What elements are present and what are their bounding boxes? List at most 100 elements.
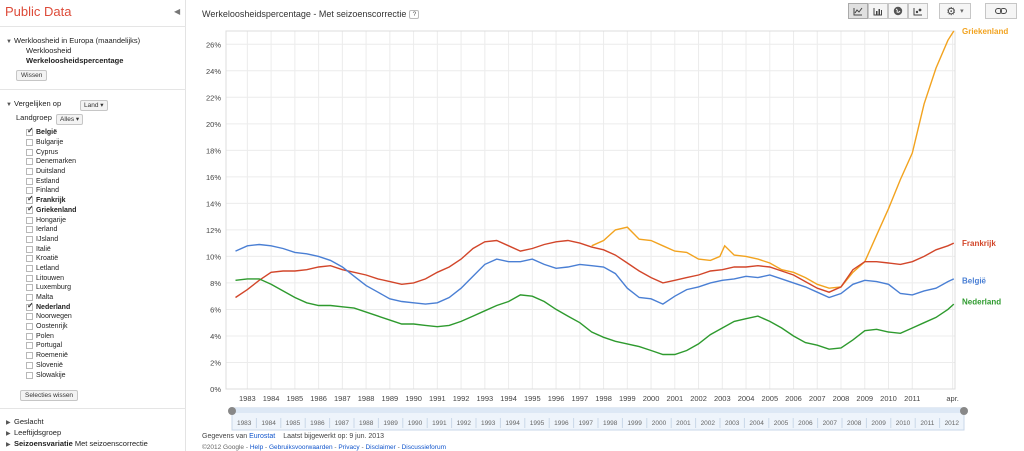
checkbox[interactable] bbox=[26, 226, 33, 234]
checkbox[interactable] bbox=[26, 216, 33, 224]
series-label[interactable]: België bbox=[962, 276, 987, 285]
country-item[interactable]: Hongarije bbox=[26, 215, 176, 225]
checkbox[interactable] bbox=[26, 371, 33, 379]
country-item[interactable]: Letland bbox=[26, 264, 176, 274]
checkbox[interactable] bbox=[26, 284, 33, 292]
group-dropdown[interactable]: Alles ▾ bbox=[56, 114, 84, 125]
filter-gender[interactable]: ▶ Geslacht bbox=[6, 417, 44, 428]
timeline-label: 1993 bbox=[481, 420, 496, 427]
country-item[interactable]: Nederland bbox=[26, 301, 176, 312]
map-button[interactable] bbox=[888, 3, 908, 19]
country-item[interactable]: Slovenië bbox=[26, 361, 176, 371]
country-item[interactable]: Cyprus bbox=[26, 147, 176, 157]
checkbox[interactable] bbox=[26, 264, 33, 272]
bar-chart-button[interactable] bbox=[868, 3, 888, 19]
checkbox[interactable] bbox=[26, 313, 33, 321]
series-label[interactable]: Frankrijk bbox=[962, 239, 996, 248]
timeline-label: 2004 bbox=[749, 420, 764, 427]
checkbox[interactable] bbox=[26, 245, 33, 253]
selected-metric[interactable]: Werkeloosheidspercentage bbox=[26, 56, 124, 65]
country-item[interactable]: Roemenië bbox=[26, 351, 176, 361]
checkbox[interactable] bbox=[26, 342, 33, 350]
compare-dropdown[interactable]: Land ▾ bbox=[80, 100, 108, 111]
series-line-belgië[interactable] bbox=[235, 243, 955, 305]
forum-link[interactable]: Discussieforum bbox=[401, 444, 446, 451]
bubble-chart-button[interactable] bbox=[908, 3, 928, 19]
settings-button[interactable]: ⚙ ▾ bbox=[939, 3, 971, 19]
checkbox-checked[interactable] bbox=[26, 126, 34, 137]
timeline-end-handle[interactable] bbox=[960, 407, 968, 415]
checkbox[interactable] bbox=[26, 168, 33, 176]
checkbox[interactable] bbox=[26, 158, 33, 166]
gear-icon: ⚙ bbox=[946, 5, 957, 18]
bubble-chart-icon bbox=[913, 7, 922, 15]
x-tick-label: 1999 bbox=[619, 394, 636, 403]
collapse-sidebar-icon[interactable]: ◀ bbox=[174, 7, 181, 16]
country-item[interactable]: Bulgarije bbox=[26, 138, 176, 148]
privacy-link[interactable]: Privacy bbox=[338, 444, 360, 451]
help-link[interactable]: Help bbox=[249, 444, 264, 451]
checkbox[interactable] bbox=[26, 139, 33, 147]
x-tick-label: 1987 bbox=[334, 394, 351, 403]
country-item[interactable]: België bbox=[26, 126, 176, 138]
country-item[interactable]: Estland bbox=[26, 176, 176, 186]
brand-logo[interactable]: Public Data bbox=[5, 4, 72, 19]
disclaimer-link[interactable]: Disclaimer bbox=[365, 444, 396, 451]
checkbox[interactable] bbox=[26, 177, 33, 185]
y-tick-label: 2% bbox=[210, 358, 221, 367]
checkbox[interactable] bbox=[26, 235, 33, 243]
country-item[interactable]: Duitsland bbox=[26, 167, 176, 177]
country-label: Ierland bbox=[36, 226, 58, 234]
compare-toggle[interactable]: ▼ Vergelijken op bbox=[6, 99, 61, 110]
filter-label: Seizoensvariatie bbox=[14, 439, 73, 448]
eurostat-link[interactable]: Eurostat bbox=[249, 433, 276, 440]
metric-label[interactable]: Werkloosheid bbox=[26, 46, 72, 55]
dataset-toggle[interactable]: ▼ Werkloosheid in Europa (maandelijks) bbox=[6, 36, 140, 47]
country-item[interactable]: Oostenrijk bbox=[26, 322, 176, 332]
clear-selection-button[interactable]: Selecties wissen bbox=[20, 390, 79, 401]
country-label: Duitsland bbox=[36, 168, 66, 176]
country-item[interactable]: Italië bbox=[26, 244, 176, 254]
series-label[interactable]: Nederland bbox=[962, 297, 1001, 306]
help-icon[interactable]: ? bbox=[409, 10, 420, 19]
checkbox[interactable] bbox=[26, 361, 33, 369]
checkbox[interactable] bbox=[26, 255, 33, 263]
link-button[interactable] bbox=[985, 3, 1017, 19]
checkbox[interactable] bbox=[26, 352, 33, 360]
x-tick-label: 1991 bbox=[429, 394, 446, 403]
country-item[interactable]: Slowakije bbox=[26, 370, 176, 380]
clear-dataset-button[interactable]: Wissen bbox=[16, 70, 48, 81]
timeline-label: 1986 bbox=[310, 420, 325, 427]
filter-seasonal[interactable]: ▶ Seizoensvariatie Met seizoenscorrectie bbox=[6, 439, 148, 450]
series-label[interactable]: Griekenland bbox=[962, 27, 1008, 36]
terms-link[interactable]: Gebruiksvoorwaarden bbox=[268, 444, 333, 451]
checkbox[interactable] bbox=[26, 148, 33, 156]
series-line-frankrijk[interactable] bbox=[235, 239, 955, 299]
checkbox[interactable] bbox=[26, 274, 33, 282]
country-item[interactable]: IJsland bbox=[26, 235, 176, 245]
checkbox-checked[interactable] bbox=[26, 204, 34, 214]
country-item[interactable]: Denemarken bbox=[26, 157, 176, 167]
x-tick-label: 2010 bbox=[880, 394, 897, 403]
country-label: Frankrijk bbox=[36, 197, 66, 205]
filter-age-group[interactable]: ▶ Leeftijdsgroep bbox=[6, 428, 61, 439]
x-tick-label: 1986 bbox=[310, 394, 327, 403]
checkbox-checked[interactable] bbox=[26, 301, 34, 311]
line-chart-button[interactable] bbox=[848, 3, 868, 19]
series-line-griekenland[interactable] bbox=[591, 30, 955, 289]
series-line-nederland[interactable] bbox=[235, 278, 955, 356]
checkbox[interactable] bbox=[26, 332, 33, 340]
country-item[interactable]: Portugal bbox=[26, 341, 176, 351]
country-item[interactable]: Polen bbox=[26, 331, 176, 341]
country-item[interactable]: Griekenland bbox=[26, 204, 176, 216]
timeline-start-handle[interactable] bbox=[228, 407, 236, 415]
checkbox[interactable] bbox=[26, 323, 33, 331]
country-item[interactable]: Litouwen bbox=[26, 273, 176, 283]
country-item[interactable]: Luxemburg bbox=[26, 283, 176, 293]
country-item[interactable]: Noorwegen bbox=[26, 312, 176, 322]
timeline-label: 2007 bbox=[823, 420, 838, 427]
country-item[interactable]: Ierland bbox=[26, 225, 176, 235]
timeline-selection bbox=[232, 408, 964, 413]
country-item[interactable]: Kroatië bbox=[26, 254, 176, 264]
